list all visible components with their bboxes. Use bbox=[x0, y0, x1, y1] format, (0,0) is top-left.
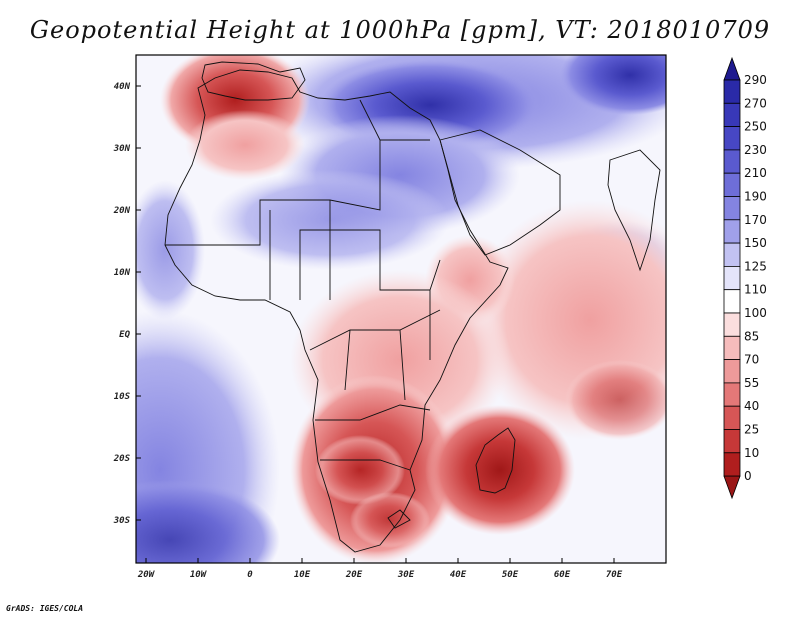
latitude-labels: 40N 30N 20N 10N EQ 10S 20S 30S bbox=[113, 82, 131, 526]
colorbar-swatch bbox=[723, 126, 741, 151]
lon-label: 60E bbox=[554, 570, 571, 580]
colorbar-level-label: 85 bbox=[744, 329, 759, 343]
coastlines bbox=[164, 61, 661, 553]
colorbar-swatch bbox=[723, 196, 741, 221]
lon-label: 20E bbox=[345, 570, 363, 580]
colorbar-level-label: 190 bbox=[744, 190, 767, 204]
colorbar-swatch bbox=[723, 452, 741, 477]
longitude-labels: 20W 10W 0 10E 20E 30E 40E 50E 60E 70E bbox=[137, 570, 623, 580]
colorbar-swatch bbox=[723, 382, 741, 407]
lon-label: 0 bbox=[247, 570, 253, 580]
longitude-ticks bbox=[145, 558, 615, 563]
colorbar-swatch bbox=[723, 289, 741, 314]
colorbar-swatch bbox=[723, 149, 741, 174]
colorbar-level-label: 10 bbox=[744, 446, 759, 460]
lat-label: 10S bbox=[114, 392, 131, 402]
colorbar-level-label: 110 bbox=[744, 283, 767, 297]
colorbar-swatch bbox=[723, 102, 741, 128]
colorbar-swatch bbox=[723, 405, 741, 430]
colorbar-level-label: 0 bbox=[744, 469, 752, 483]
lat-label: 40N bbox=[114, 82, 131, 92]
lon-label: 10E bbox=[294, 570, 311, 580]
colorbar-swatch bbox=[723, 172, 741, 197]
colorbar-level-label: 290 bbox=[744, 73, 767, 87]
colorbar-level-label: 170 bbox=[744, 213, 767, 227]
colorbar-level-label: 70 bbox=[744, 353, 759, 367]
lon-label: 40E bbox=[450, 570, 467, 580]
lon-label: 20W bbox=[137, 570, 156, 580]
geopotential-field bbox=[136, 55, 666, 563]
colorbar-level-label: 270 bbox=[744, 96, 767, 110]
lon-label: 50E bbox=[502, 570, 519, 580]
map-frame bbox=[135, 54, 667, 564]
lat-label: 20N bbox=[113, 206, 131, 216]
lat-label: 10N bbox=[114, 268, 131, 278]
lat-label: 30N bbox=[113, 144, 131, 154]
colorbar-level-label: 100 bbox=[744, 306, 767, 320]
colorbar-swatch bbox=[723, 359, 741, 384]
colorbar-level-label: 210 bbox=[744, 166, 767, 180]
colorbar-swatch bbox=[723, 242, 741, 267]
colorbar-level-label: 125 bbox=[744, 259, 767, 273]
lon-label: 10W bbox=[190, 570, 208, 580]
lat-label: 30S bbox=[113, 516, 131, 526]
lon-label: 30E bbox=[397, 570, 415, 580]
map-title: Geopotential Height at 1000hPa [gpm], VT… bbox=[29, 16, 771, 44]
latitude-ticks bbox=[136, 85, 141, 521]
colorbar-level-label: 230 bbox=[744, 143, 767, 157]
colorbar-level-label: 55 bbox=[744, 376, 759, 390]
colorbar-swatch bbox=[723, 335, 741, 360]
colorbar-swatch bbox=[723, 79, 741, 104]
colorbar: 2902702502302101901701501251101008570554… bbox=[723, 56, 767, 500]
colorbar-bottom-arrow bbox=[723, 475, 741, 500]
colorbar-swatch bbox=[723, 312, 741, 337]
colorbar-level-label: 250 bbox=[744, 120, 767, 134]
lat-label: 20S bbox=[113, 454, 131, 464]
lon-label: 70E bbox=[606, 570, 623, 580]
colorbar-swatch bbox=[723, 219, 741, 244]
colorbar-top-arrow bbox=[723, 56, 741, 81]
colorbar-swatch bbox=[723, 429, 741, 454]
lat-label: EQ bbox=[119, 330, 130, 340]
colorbar-level-label: 150 bbox=[744, 236, 767, 250]
colorbar-level-label: 40 bbox=[744, 399, 759, 413]
credit-text: GrADS: IGES/COLA bbox=[6, 604, 84, 613]
colorbar-level-label: 25 bbox=[744, 423, 759, 437]
colorbar-swatch bbox=[723, 265, 741, 291]
